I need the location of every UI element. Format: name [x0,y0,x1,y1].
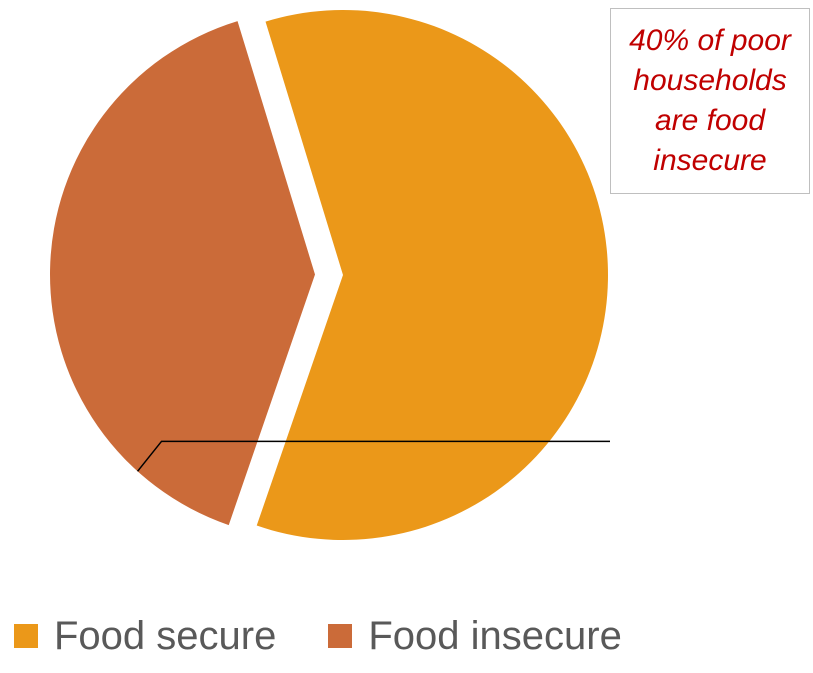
pie-slice-food-insecure [50,21,316,526]
legend-swatch-food-secure [14,624,38,648]
chart-legend: Food secure Food insecure [14,600,674,672]
legend-label-food-insecure: Food insecure [368,613,622,658]
annotation-callout: 40% of poor households are food insecure [610,8,810,194]
pie-slices [50,10,608,541]
callout-leader-line [136,440,610,472]
legend-label-food-secure: Food secure [54,613,277,658]
legend-item-food-secure: Food secure [14,614,276,659]
legend-item-food-insecure: Food insecure [328,613,622,659]
pie-slice-food-secure [256,10,608,541]
legend-swatch-food-insecure [328,624,353,648]
annotation-text: 40% of poor households are food insecure [629,24,791,177]
